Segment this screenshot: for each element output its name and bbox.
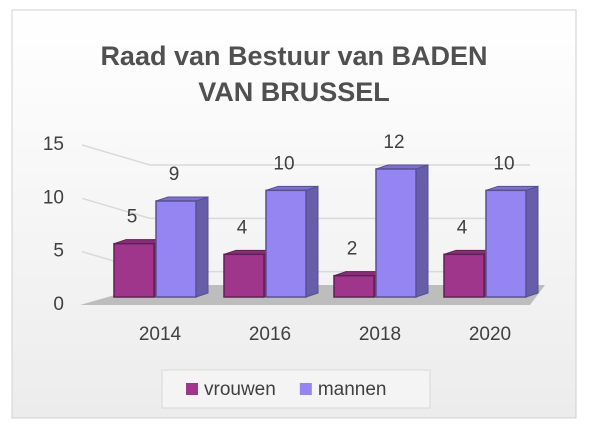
data-label: 5 (127, 207, 138, 228)
data-label: 2 (347, 239, 358, 260)
bar (113, 242, 155, 298)
data-label: 4 (237, 217, 248, 238)
y-tick-label: 15 (43, 134, 64, 155)
bar (443, 253, 485, 298)
bar-side (195, 196, 209, 298)
legend-label: vrouwen (204, 379, 276, 400)
x-tick-label: 2014 (139, 324, 182, 345)
data-label: 4 (457, 217, 468, 238)
legend-label: mannen (318, 379, 387, 400)
y-tick-label: 0 (53, 294, 64, 315)
y-tick-label: 5 (53, 241, 64, 262)
x-tick-label: 2018 (359, 324, 401, 345)
bar (375, 168, 417, 298)
bar (155, 200, 197, 298)
x-tick-label: 2020 (469, 324, 511, 345)
data-label: 12 (383, 132, 404, 153)
legend-swatch (186, 383, 198, 395)
data-label: 10 (273, 153, 294, 174)
x-tick-label: 2016 (249, 324, 291, 345)
bar-side (525, 185, 539, 298)
bar (485, 189, 527, 298)
bar (333, 274, 375, 298)
bar (265, 189, 307, 298)
bar (223, 253, 265, 298)
data-label: 9 (169, 164, 180, 185)
y-tick-label: 10 (43, 187, 64, 208)
chart-title: Raad van Bestuur van BADEN VAN BRUSSEL (100, 41, 488, 107)
bar-side (305, 185, 319, 298)
legend-box (161, 369, 431, 409)
legend-swatch (299, 383, 312, 395)
data-label: 10 (493, 153, 514, 174)
bar-side (415, 164, 429, 298)
